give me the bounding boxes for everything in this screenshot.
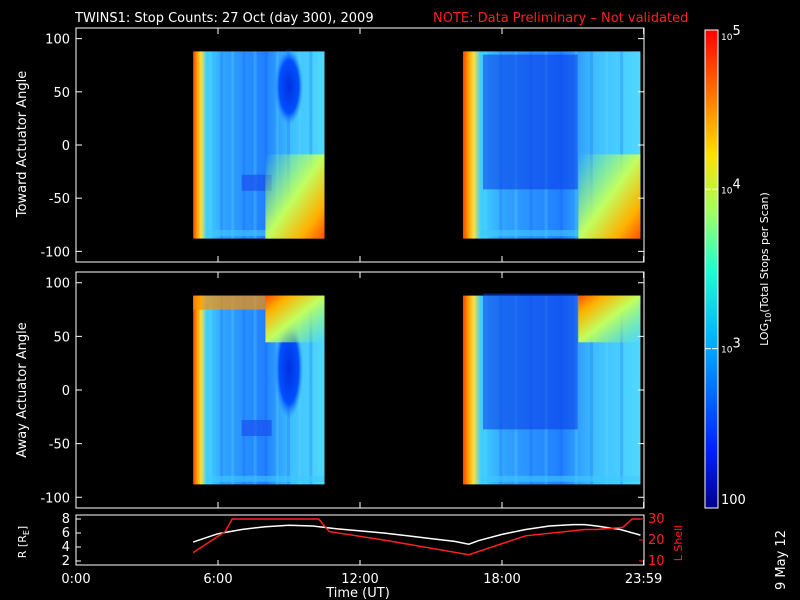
colorbar-tick-exp: 5: [732, 24, 740, 39]
x-tick-label: 0:00: [61, 572, 90, 587]
data-stripe: [604, 295, 608, 485]
x-tick-label: 12:00: [341, 572, 378, 587]
r-series-line: [192, 523, 641, 545]
data-stripe: [242, 295, 246, 485]
away-angle-panel: 100 50 0 -50 -100: [40, 271, 645, 509]
date-stamp: 9 May 12: [774, 530, 789, 590]
data-stripe: [220, 295, 224, 485]
orbit-frame: [75, 514, 645, 566]
y-tick-label: 0: [62, 384, 70, 399]
colorbar-tick-base: 10: [721, 186, 733, 196]
data-stripe: [589, 51, 593, 239]
data-stripe: [287, 51, 291, 239]
y-tick-label: 100: [45, 33, 70, 48]
y-tick-label: -50: [49, 438, 70, 453]
data-stripe: [220, 51, 224, 239]
warm-corner: [265, 154, 325, 239]
y-tick-label: 50: [53, 86, 70, 101]
y-tick-label: -100: [40, 245, 70, 260]
colorbar-tick-label: 105: [721, 24, 741, 43]
data-band: [206, 475, 325, 482]
y-tick-label: 0: [62, 139, 70, 154]
colorbar-tick-base: 10: [721, 33, 733, 43]
colorbar-tick-base: 100: [721, 493, 746, 508]
intensity-patch: [241, 420, 272, 437]
lshell-ylabel: L Shell: [672, 525, 685, 561]
data-stripe: [620, 51, 624, 239]
data-stripe: [604, 51, 608, 239]
data-stripe: [208, 295, 212, 485]
y-tick-label: 50: [53, 330, 70, 345]
r-label-main: R [R: [16, 535, 29, 558]
r-tick-label: 4: [62, 540, 70, 555]
intensity-patch: [241, 174, 272, 191]
colorbar-tick-base: 10: [721, 346, 733, 356]
toward-ylabel: Toward Actuator Angle: [15, 71, 30, 218]
intensity-blob: [275, 48, 303, 125]
lshell-series-line: [192, 518, 641, 556]
warm-corner: [578, 154, 641, 239]
colorbar-tick-exp: 3: [732, 337, 740, 352]
data-band: [480, 475, 641, 482]
r-label-end: ]: [16, 526, 29, 530]
colorbar: [704, 29, 719, 509]
chart-title: TWINS1: Stop Counts: 27 Oct (day 300), 2…: [74, 11, 374, 26]
data-stripe: [208, 51, 212, 239]
data-stripe: [264, 51, 268, 239]
y-tick-label: -100: [40, 491, 70, 506]
y-tick-label: -50: [49, 192, 70, 207]
colorbar-tick-exp: 4: [732, 177, 740, 192]
x-axis-label: Time (UT): [325, 586, 390, 600]
warm-corner: [578, 295, 641, 343]
y-tick-label: 100: [45, 277, 70, 292]
colorbar-tick-label: 100: [721, 493, 746, 508]
lshell-tick-label: 20: [648, 533, 665, 548]
data-stripe: [620, 295, 624, 485]
r-label-sub: E: [22, 530, 31, 535]
data-stripe: [275, 51, 279, 239]
data-stripe: [264, 295, 268, 485]
r-tick-label: 2: [62, 554, 70, 569]
intensity-blob: [275, 318, 303, 419]
toward-angle-panel: 100 50 0 -50 -100: [40, 27, 645, 263]
data-stripe: [253, 295, 257, 485]
warm-corner: [265, 295, 325, 343]
lshell-tick-label: 30: [648, 512, 665, 527]
data-stripe: [242, 51, 246, 239]
away-ylabel: Away Actuator Angle: [15, 322, 30, 457]
data-stripe: [231, 51, 235, 239]
colorbar-label-sub: 10: [764, 313, 773, 323]
intensity-region: [483, 293, 578, 430]
data-stripe: [309, 51, 313, 239]
data-band: [480, 230, 641, 237]
colorbar-label-rest: (Total Stops per Scan): [758, 192, 771, 313]
preliminary-note: NOTE: Data Preliminary – Not validated: [433, 11, 688, 26]
x-tick-label: 6:00: [203, 572, 232, 587]
colorbar-label: LOG10(Total Stops per Scan): [758, 192, 773, 346]
x-tick-labels: 0:00 6:00 12:00 18:00 23:59: [61, 572, 662, 587]
data-stripe: [309, 295, 313, 485]
x-tick-label: 18:00: [483, 572, 520, 587]
intensity-region: [483, 54, 578, 190]
lshell-tick-label: 10: [648, 554, 665, 569]
colorbar-tick-label: 103: [721, 337, 741, 356]
data-stripe: [298, 51, 302, 239]
data-stripe: [253, 51, 257, 239]
r-tick-label: 6: [62, 526, 70, 541]
colorbar-tick-label: 104: [721, 177, 741, 196]
x-tick-label: 23:59: [625, 572, 662, 587]
data-stripe: [589, 295, 593, 485]
warm-edge: [193, 295, 266, 310]
colorbar-label-log: LOG: [758, 323, 771, 346]
r-tick-label: 8: [62, 512, 70, 527]
r-ylabel: R [RE]: [16, 526, 31, 558]
data-stripe: [231, 295, 235, 485]
